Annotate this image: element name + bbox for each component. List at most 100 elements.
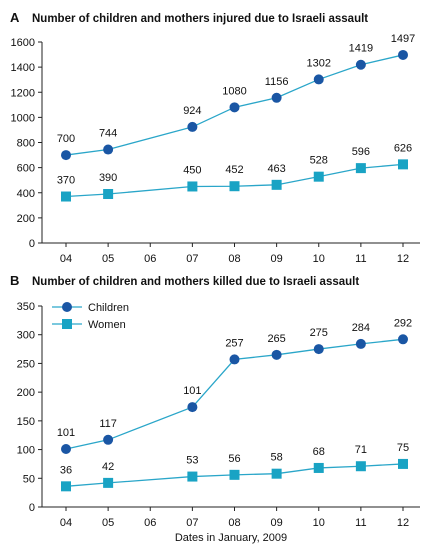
y-tick-label: 350 — [17, 301, 35, 313]
data-label: 68 — [313, 446, 325, 458]
data-point-women — [398, 159, 408, 170]
data-point-women — [187, 181, 198, 192]
data-point-children — [103, 434, 114, 445]
data-label: 36 — [60, 464, 72, 476]
y-tick-label: 300 — [17, 330, 35, 342]
data-point-women — [103, 477, 114, 488]
x-tick-label: 11 — [355, 253, 366, 265]
y-tick-label: 1200 — [11, 87, 35, 99]
data-label: 626 — [394, 142, 412, 154]
data-label: 528 — [310, 155, 328, 167]
data-point-children — [398, 49, 408, 60]
data-label: 117 — [99, 418, 117, 430]
data-label: 53 — [186, 455, 198, 467]
data-label: 596 — [352, 146, 370, 158]
data-point-women — [103, 189, 114, 200]
x-tick-label: 08 — [228, 517, 240, 529]
x-tick-label: 10 — [313, 253, 325, 265]
data-point-children — [229, 354, 240, 365]
data-point-women — [313, 462, 324, 473]
data-point-children — [61, 150, 71, 161]
data-label: 450 — [183, 164, 201, 176]
x-tick-label: 07 — [186, 253, 198, 265]
series-line-children — [65, 338, 404, 450]
y-tick-label: 0 — [29, 502, 35, 514]
panel-a: A Number of children and mothers injured … — [10, 10, 420, 265]
x-tick-label: 04 — [60, 517, 72, 529]
x-tick-label: 06 — [144, 253, 156, 265]
x-tick-label: 09 — [271, 517, 283, 529]
data-label: 56 — [228, 453, 240, 465]
data-point-children — [313, 74, 324, 85]
legend-marker-women — [62, 319, 72, 329]
data-point-children — [355, 59, 366, 70]
data-point-children — [398, 334, 408, 345]
data-point-children — [229, 102, 240, 113]
data-label: 370 — [57, 175, 75, 187]
y-tick-label: 150 — [17, 416, 35, 428]
x-tick-label: 11 — [355, 517, 366, 529]
data-point-women — [229, 469, 240, 480]
data-point-children — [313, 344, 324, 355]
data-label: 71 — [355, 444, 367, 456]
data-label: 1080 — [222, 85, 246, 97]
x-tick-label: 05 — [102, 517, 114, 529]
panel-b: B Number of children and mothers killed d… — [10, 273, 420, 544]
x-tick-label: 06 — [144, 517, 156, 529]
x-tick-label: 12 — [397, 517, 409, 529]
y-tick-label: 50 — [23, 473, 35, 485]
y-tick-label: 1600 — [11, 37, 35, 49]
x-tick-label: 08 — [228, 253, 240, 265]
chart-title: Number of children and mothers injured d… — [32, 13, 368, 25]
data-label: 463 — [267, 163, 285, 175]
data-point-women — [61, 191, 71, 202]
data-point-children — [355, 338, 366, 349]
y-tick-label: 200 — [17, 387, 35, 399]
y-tick-label: 1400 — [11, 62, 35, 74]
data-point-children — [187, 121, 198, 132]
y-tick-label: 100 — [17, 445, 35, 457]
y-tick-label: 400 — [17, 188, 35, 200]
legend-label: Children — [88, 302, 129, 314]
data-label: 390 — [99, 172, 117, 184]
x-axis-title: Dates in January, 2009 — [175, 532, 287, 544]
data-point-children — [271, 349, 282, 360]
data-label: 101 — [57, 427, 75, 439]
panel-letter: A — [10, 10, 20, 25]
data-point-children — [271, 92, 282, 103]
data-point-children — [103, 144, 114, 155]
data-point-women — [271, 468, 282, 479]
y-tick-label: 800 — [17, 138, 35, 150]
x-tick-label: 09 — [271, 253, 283, 265]
data-label: 700 — [57, 133, 75, 145]
y-tick-label: 0 — [29, 238, 35, 250]
chart-title: Number of children and mothers killed du… — [32, 276, 359, 288]
x-tick-label: 12 — [397, 253, 409, 265]
y-tick-label: 200 — [17, 213, 35, 225]
data-point-women — [187, 471, 198, 482]
y-tick-label: 1000 — [11, 112, 35, 124]
x-tick-label: 05 — [102, 253, 114, 265]
panel-letter: B — [10, 273, 19, 288]
data-label: 1302 — [307, 57, 331, 69]
data-label: 101 — [183, 385, 201, 397]
data-label: 58 — [271, 452, 283, 464]
y-tick-label: 250 — [17, 358, 35, 370]
data-point-women — [61, 481, 71, 492]
x-tick-label: 04 — [60, 253, 72, 265]
legend-label: Women — [88, 319, 126, 331]
y-tick-label: 600 — [17, 163, 35, 175]
data-label: 275 — [310, 327, 328, 339]
data-label: 257 — [225, 337, 243, 349]
data-point-children — [61, 443, 71, 454]
data-label: 75 — [397, 442, 409, 454]
data-label: 42 — [102, 461, 114, 473]
x-tick-label: 10 — [313, 517, 325, 529]
series-line-women — [65, 163, 404, 198]
data-point-women — [398, 458, 408, 469]
data-label: 1156 — [265, 76, 289, 88]
data-label: 265 — [267, 333, 285, 345]
x-tick-label: 07 — [186, 517, 198, 529]
data-label: 1419 — [349, 43, 373, 55]
